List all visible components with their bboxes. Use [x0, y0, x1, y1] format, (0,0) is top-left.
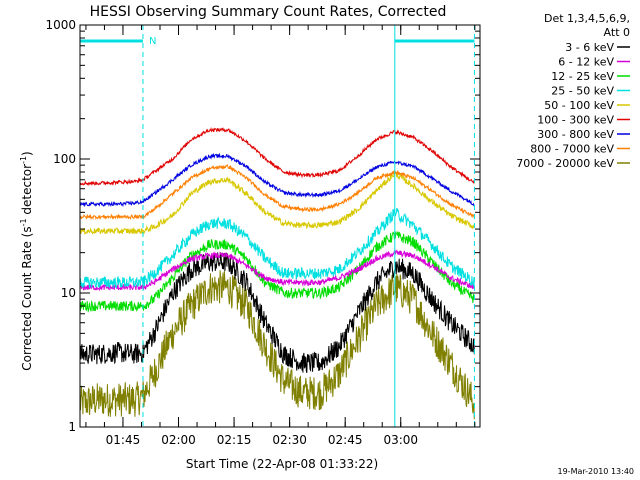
legend-header-line-1: Det 1,3,4,5,6,9, — [544, 12, 630, 25]
night-flag-label: N — [149, 36, 156, 47]
series-line-8 — [79, 270, 475, 420]
legend-label-4: 50 - 100 keV — [544, 99, 614, 112]
y-tick-label-2: 100 — [53, 152, 76, 166]
legend-label-8: 7000 - 20000 keV — [516, 157, 614, 170]
chart-title: HESSI Observing Summary Count Rates, Cor… — [90, 4, 447, 20]
series-line-5 — [79, 126, 475, 187]
series-line-7 — [79, 164, 475, 221]
y-tick-label-1: 10 — [61, 286, 76, 300]
x-tick-label-5: 03:00 — [383, 433, 418, 447]
x-tick-label-4: 02:45 — [328, 433, 363, 447]
legend-label-2: 12 - 25 keV — [551, 70, 614, 83]
series-line-0 — [79, 252, 475, 374]
y-axis-label: Corrected Count Rate (s-1 detector-1) — [19, 151, 34, 370]
series-line-1 — [79, 248, 475, 292]
y-tick-label-0: 1 — [68, 420, 76, 434]
legend-label-3: 25 - 50 keV — [551, 85, 614, 98]
y-axis-label-main: Corrected Count Rate (s — [20, 226, 34, 370]
series-line-2 — [79, 231, 475, 314]
x-tick-label-3: 02:30 — [272, 433, 307, 447]
y-axis-label-sup2: -1 — [19, 156, 28, 164]
legend-label-6: 300 - 800 keV — [537, 128, 614, 141]
plot-frame — [79, 24, 481, 428]
x-tick-label-1: 02:00 — [161, 433, 196, 447]
x-tick-label-0: 01:45 — [106, 433, 141, 447]
footer-date: 19-Mar-2010 13:40 — [558, 467, 635, 476]
series-line-4 — [79, 171, 475, 236]
series-line-3 — [79, 207, 475, 289]
legend-label-1: 6 - 12 keV — [558, 56, 614, 69]
legend-label-0: 3 - 6 keV — [565, 41, 614, 54]
y-axis-label-sup1: -1 — [19, 218, 28, 226]
legend-label-7: 800 - 7000 keV — [530, 143, 614, 156]
x-axis-label: Start Time (22-Apr-08 01:33:22) — [186, 457, 378, 471]
y-tick-label-3: 1000 — [45, 18, 76, 32]
legend-header-line-2: Att 0 — [604, 26, 630, 39]
series-line-6 — [79, 152, 475, 208]
y-axis-label-end: ) — [20, 151, 34, 156]
y-axis-label-mid: detector — [20, 164, 34, 219]
x-tick-label-2: 02:15 — [217, 433, 252, 447]
legend-label-5: 100 - 300 keV — [537, 114, 614, 127]
plot-area: N 1 10 100 1000 01:45 02:00 02:15 02:30 02:45 03:0… — [45, 18, 481, 447]
